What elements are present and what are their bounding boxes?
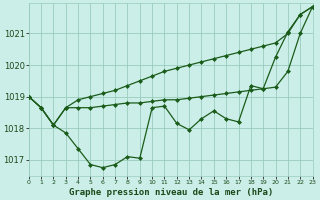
X-axis label: Graphe pression niveau de la mer (hPa): Graphe pression niveau de la mer (hPa) xyxy=(68,188,273,197)
